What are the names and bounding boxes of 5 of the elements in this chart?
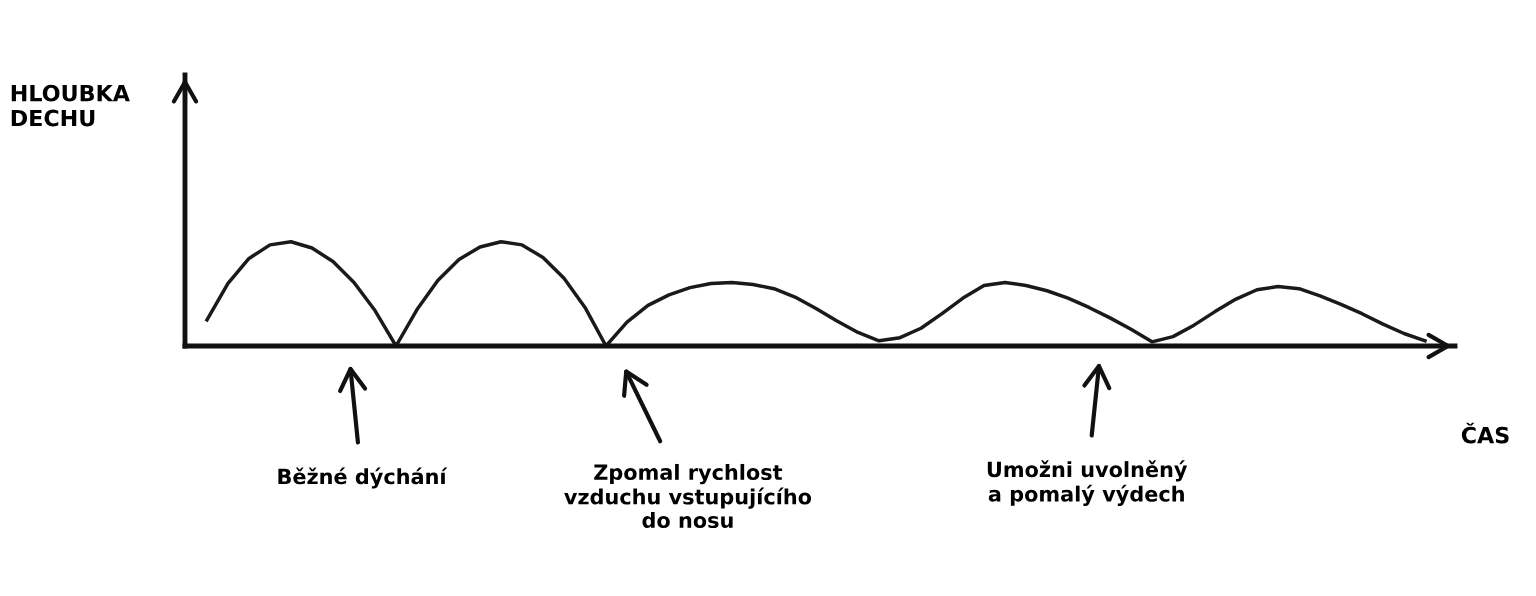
x-axis-title: ČAS — [1461, 422, 1509, 444]
text: Běžné dýchání — [278, 467, 448, 489]
text: HLOUBKA DECHU — [11, 84, 130, 127]
text: Umožni uvolněný a pomalý výdech — [987, 460, 1188, 506]
text: Zpomal rychlost vzduchu vstupujícího do nosu — [564, 463, 812, 529]
